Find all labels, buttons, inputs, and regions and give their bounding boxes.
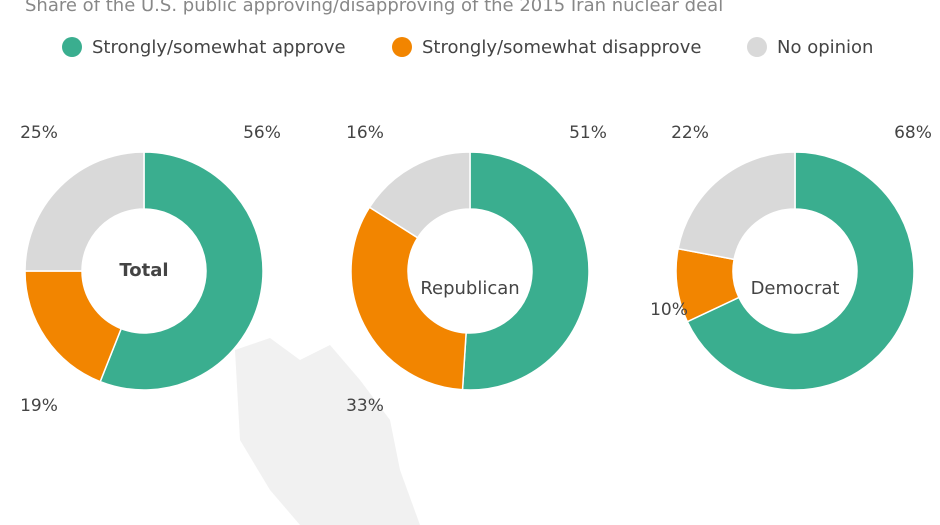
value-label: 68% (894, 123, 932, 143)
legend-marker (392, 37, 412, 57)
value-label: 25% (20, 123, 58, 143)
donut-hole (82, 209, 206, 333)
legend-label: Strongly/somewhat disapprove (422, 37, 701, 58)
value-label: 22% (671, 123, 709, 143)
value-label: 16% (346, 123, 384, 143)
center-label: Democrat (751, 278, 840, 299)
value-label: 56% (243, 123, 281, 143)
chart-title: Share of the U.S. public approving/disap… (25, 0, 723, 16)
legend-marker (62, 37, 82, 57)
value-label: 33% (346, 396, 384, 416)
value-label: 51% (569, 123, 607, 143)
donut-hole (408, 209, 532, 333)
legend-marker (747, 37, 767, 57)
donut-segment (350, 206, 467, 391)
background-map (235, 338, 420, 525)
value-label: 10% (650, 300, 688, 320)
center-label: Republican (420, 278, 519, 299)
legend-label: Strongly/somewhat approve (92, 37, 346, 58)
donut-hole (733, 209, 857, 333)
center-label: Total (119, 260, 168, 281)
value-label: 19% (20, 396, 58, 416)
legend-label: No opinion (777, 37, 873, 58)
